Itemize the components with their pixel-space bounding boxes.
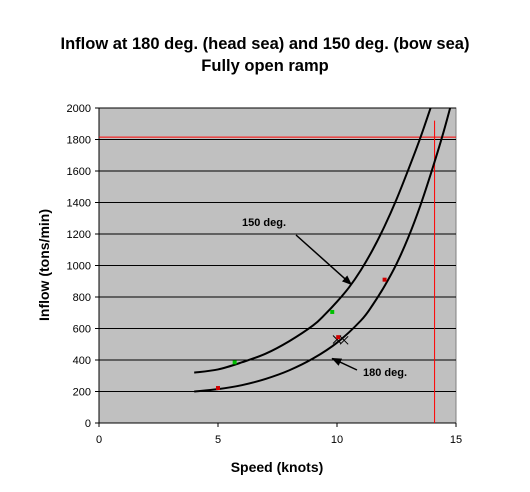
annotation-label: 150 deg. [242,217,286,229]
x-axis-label: Speed (knots) [231,459,324,475]
y-tick-label: 1400 [67,198,91,210]
series-line [194,108,452,393]
data-marker [382,277,387,282]
y-tick-label: 1000 [67,261,91,273]
y-tick-label: 400 [73,355,91,367]
y-tick-label: 1800 [67,135,91,147]
y-tick-label: 1600 [67,166,91,178]
y-tick-label: 600 [73,324,91,336]
x-tick-label: 5 [215,434,221,446]
x-tick-label: 15 [450,434,462,446]
x-tick-label: 10 [331,434,343,446]
y-tick-label: 2000 [67,103,91,115]
chart-subtitle: Fully open ramp [201,57,329,75]
y-tick-label: 0 [85,418,91,430]
data-marker-x [339,335,349,345]
data-marker [216,386,220,391]
chart-title: Inflow at 180 deg. (head sea) and 150 de… [60,35,470,53]
data-marker [330,309,335,314]
y-axis-label: Inflow (tons/min) [36,209,52,321]
y-tick-label: 1200 [67,229,91,241]
annotation-arrow [295,234,353,286]
annotation-arrow [331,357,358,371]
series-line [194,108,432,374]
x-tick-label: 0 [96,434,102,446]
data-marker [336,335,341,340]
marker-stroke [339,335,349,345]
data-marker [232,360,237,365]
y-tick-label: 200 [73,387,91,399]
annotation-label: 180 deg. [363,367,407,379]
y-tick-label: 800 [73,292,91,304]
